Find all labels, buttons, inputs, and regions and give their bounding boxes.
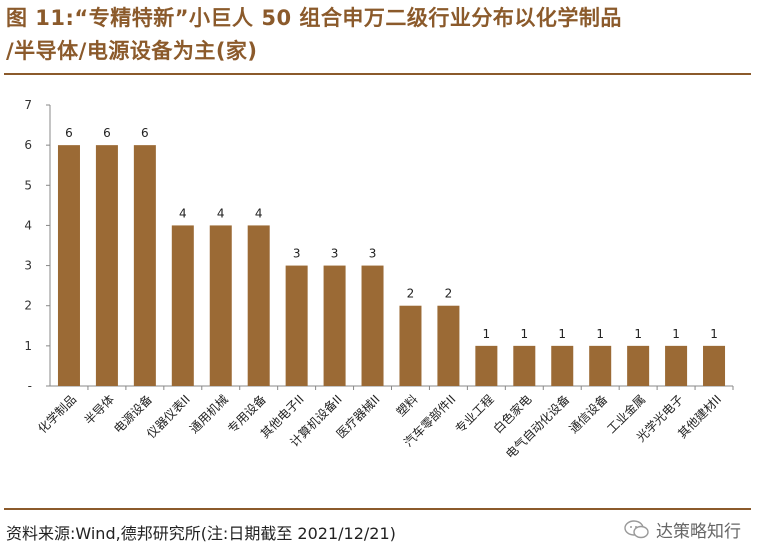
- data-label: 1: [520, 327, 528, 341]
- data-label: 2: [407, 287, 415, 301]
- bar: [209, 225, 232, 386]
- y-tick-label: 7: [24, 98, 32, 112]
- data-label: 1: [634, 327, 642, 341]
- bar: [285, 265, 308, 386]
- bar: [551, 345, 574, 386]
- wechat-icon: [624, 519, 649, 538]
- top-divider: [4, 73, 751, 75]
- y-tick-label: -: [28, 379, 32, 393]
- chart-title: 图 11:“专精特新”小巨人 50 组合申万二级行业分布以化学制品 /半导体/电…: [6, 2, 751, 68]
- bar: [703, 345, 726, 386]
- chart-title-line2: /半导体/电源设备为主(家): [6, 39, 258, 63]
- data-label: 6: [103, 126, 111, 140]
- bar: [399, 305, 422, 386]
- x-tick-label: 专业工程: [452, 392, 497, 437]
- y-tick-label: 3: [24, 259, 32, 273]
- watermark-text: 达策略知行: [656, 522, 741, 542]
- bar: [361, 265, 384, 386]
- data-label: 3: [293, 247, 301, 261]
- y-tick-label: 6: [24, 138, 32, 152]
- x-tick-label: 电气自动化设备: [502, 392, 572, 462]
- data-label: 1: [672, 327, 680, 341]
- y-tick-label: 2: [24, 299, 32, 313]
- bar: [589, 345, 612, 386]
- x-tick-label: 通用机械: [186, 392, 231, 437]
- y-tick-label: 5: [24, 178, 32, 192]
- y-tick-label: 1: [24, 339, 32, 353]
- x-tick-label: 半导体: [82, 392, 117, 427]
- data-label: 6: [141, 126, 149, 140]
- bar: [627, 345, 650, 386]
- bar: [513, 345, 536, 386]
- data-label: 1: [558, 327, 566, 341]
- data-label: 1: [483, 327, 491, 341]
- watermark: 达策略知行: [624, 517, 741, 542]
- bar: [247, 225, 270, 386]
- bar: [665, 345, 688, 386]
- y-tick-label: 4: [24, 218, 32, 232]
- data-label: 1: [710, 327, 718, 341]
- data-label: 3: [331, 247, 339, 261]
- data-label: 3: [369, 247, 377, 261]
- data-label: 4: [255, 206, 263, 220]
- bar: [57, 145, 80, 386]
- chart-title-line1: 图 11:“专精特新”小巨人 50 组合申万二级行业分布以化学制品: [6, 6, 622, 30]
- bar: [323, 265, 346, 386]
- data-label: 1: [596, 327, 604, 341]
- bar-chart: -12345676化学制品6半导体6电源设备4仪器仪表II4通用机械4专用设备3…: [24, 98, 734, 462]
- bottom-divider: [4, 508, 751, 510]
- x-tick-label: 通信设备: [566, 392, 610, 436]
- data-label: 4: [179, 206, 187, 220]
- source-note: 资料来源:Wind,德邦研究所(注:日期截至 2021/12/21): [6, 524, 396, 543]
- bar: [171, 225, 194, 386]
- x-tick-label: 塑料: [393, 392, 421, 420]
- x-tick-label: 化学制品: [35, 392, 80, 437]
- bar: [475, 345, 498, 386]
- bar: [95, 145, 118, 386]
- data-label: 4: [217, 206, 225, 220]
- data-label: 2: [445, 287, 453, 301]
- bar: [133, 145, 156, 386]
- bar: [437, 305, 460, 386]
- data-label: 6: [65, 126, 73, 140]
